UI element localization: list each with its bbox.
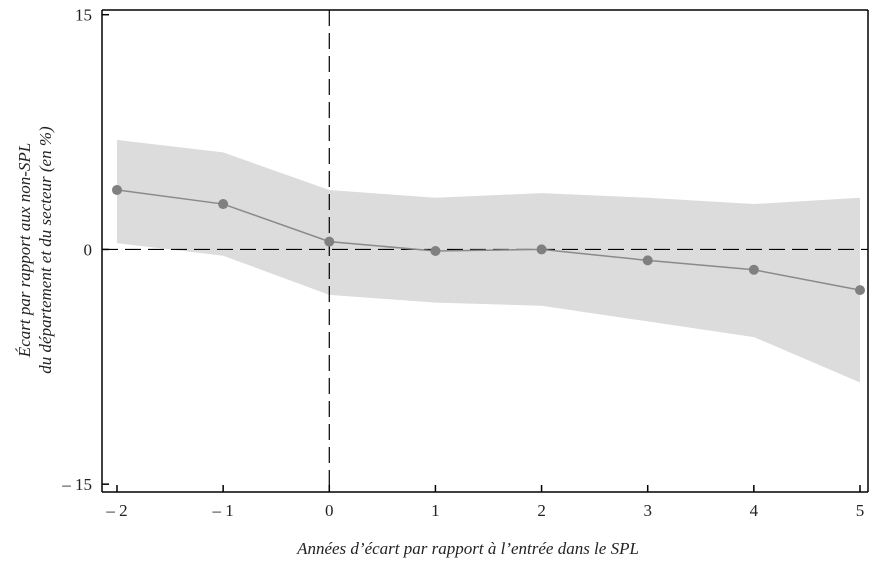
x-tick-label: 3 (643, 501, 652, 520)
y-axis-title-line2: du département et du secteur (en %) (36, 126, 55, 374)
x-tick-label: 5 (856, 501, 865, 520)
confidence-band (117, 139, 860, 383)
plot-area: – 2 – 1 0 1 2 3 4 5 15 0 – 15 (61, 6, 869, 520)
data-point (218, 199, 229, 210)
data-point (112, 184, 122, 195)
x-tick-label: 0 (325, 501, 334, 520)
x-tick-label: 4 (750, 501, 759, 520)
data-point (430, 246, 441, 256)
y-axis-title-line1: Écart par rapport aux non-SPL (15, 143, 34, 358)
y-tick-label: 15 (75, 6, 92, 25)
x-axis-title: Années d’écart par rapport à l’entrée da… (296, 539, 639, 558)
series-line (116, 189, 861, 291)
x-tick-label: – 2 (105, 501, 127, 520)
data-point (536, 244, 547, 255)
y-tick-label: 0 (84, 240, 93, 259)
x-tick-label: 1 (431, 501, 440, 520)
y-tick-label: – 15 (61, 475, 92, 494)
data-point (324, 236, 335, 247)
data-point (748, 264, 759, 275)
x-tick-label: – 1 (212, 501, 234, 520)
data-point (642, 255, 653, 266)
x-tick-label: 2 (537, 501, 546, 520)
data-point (855, 285, 865, 296)
